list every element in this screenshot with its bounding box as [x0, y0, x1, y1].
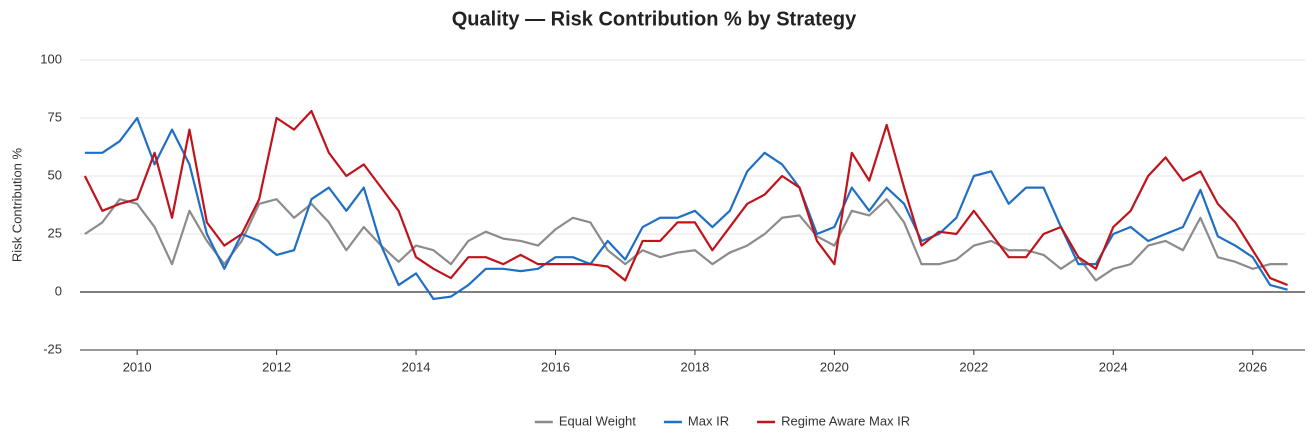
legend-label: Max IR — [688, 413, 729, 428]
legend-item: Regime Aware Max IR — [757, 413, 910, 428]
legend-item: Max IR — [663, 413, 729, 428]
x-tick-label: 2016 — [541, 359, 570, 374]
series-line — [83, 109, 1288, 287]
legend-label: Regime Aware Max IR — [781, 413, 910, 428]
x-tick-label: 2026 — [1238, 359, 1267, 374]
x-tick-label: 2024 — [1099, 359, 1128, 374]
chart-title: Quality — Risk Contribution % by Strateg… — [452, 8, 857, 30]
y-tick-label: 50 — [48, 167, 62, 182]
x-tick-label: 2010 — [123, 359, 152, 374]
y-tick-label: 100 — [40, 51, 62, 66]
legend-label: Equal Weight — [559, 413, 636, 428]
y-tick-label: 0 — [55, 283, 62, 298]
y-tick-label: -25 — [43, 341, 62, 356]
y-tick-label: 25 — [48, 225, 62, 240]
y-axis-label: Risk Contribution % — [9, 147, 24, 262]
series-line — [84, 198, 1288, 282]
y-tick-label: 75 — [48, 109, 62, 124]
legend-item: Equal Weight — [534, 413, 636, 428]
x-tick-label: 2020 — [820, 359, 849, 374]
x-tick-label: 2012 — [262, 359, 291, 374]
x-tick-label: 2018 — [680, 359, 709, 374]
x-tick-label: 2014 — [402, 359, 431, 374]
x-tick-label: 2022 — [959, 359, 988, 374]
